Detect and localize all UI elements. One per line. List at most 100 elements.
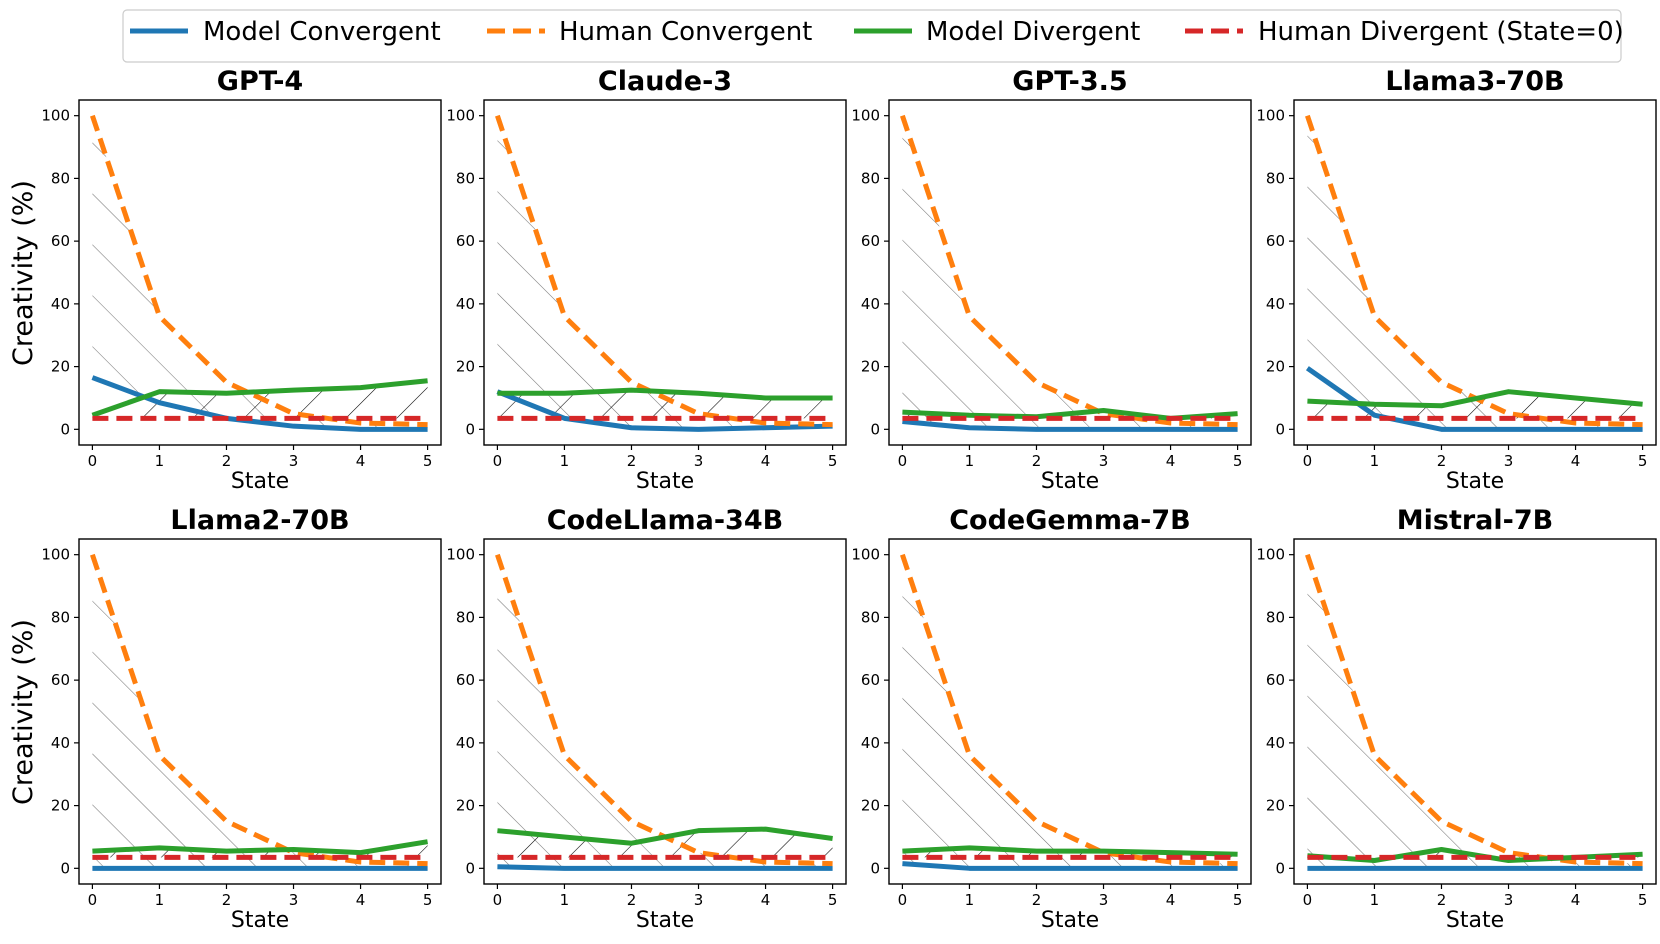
x-tick-label: 3	[289, 891, 299, 909]
series-line-model-divergent	[497, 387, 833, 401]
y-tick-label: 20	[51, 797, 70, 815]
y-tick-label: 80	[861, 169, 880, 187]
series-line-human-convergent	[900, 114, 1238, 428]
series-line-model-convergent	[902, 418, 1238, 432]
y-tick-label: 80	[456, 608, 475, 626]
panel-frame	[483, 99, 847, 446]
panel-frame	[78, 99, 442, 446]
series-line-model-divergent	[497, 826, 833, 846]
x-tick-label: 5	[1233, 452, 1243, 470]
panel-mistral-7b: 0 20 40 60 80 100 0 1 2 3 4 5 State Mistral-7B	[1256, 505, 1657, 933]
y-tick-label: 40	[1266, 295, 1285, 313]
y-tick-label: 40	[1266, 734, 1285, 752]
x-tick-label: 5	[828, 891, 838, 909]
panel-claude-3: 0 20 40 60 80 100 0 1 2 3 4 5 State Claude-3	[446, 66, 847, 494]
series-line-human-convergent	[495, 114, 833, 428]
panel-title: GPT-4	[217, 66, 303, 97]
panel-codegemma-7b: 0 20 40 60 80 100 0 1 2 3 4 5 State CodeGemma-7B	[851, 505, 1252, 933]
y-tick-label: 40	[861, 295, 880, 313]
panel-title: Mistral-7B	[1397, 505, 1553, 536]
series-line-human-convergent	[1305, 553, 1643, 867]
x-tick-label: 5	[1233, 891, 1243, 909]
x-tick-label: 0	[493, 891, 503, 909]
panel-title: CodeLlama-34B	[547, 505, 783, 536]
hatch-convergent-gap	[1307, 554, 1643, 869]
panel-codellama-34b: 0 20 40 60 80 100 0 1 2 3 4 5 State CodeLlama-34B	[446, 505, 847, 933]
y-tick-label: 80	[1266, 169, 1285, 187]
y-tick-label: 0	[1275, 420, 1285, 438]
x-axis-label: State	[1446, 908, 1504, 933]
y-tick-label: 100	[41, 546, 70, 564]
series-line-human-convergent	[90, 114, 428, 428]
x-tick-label: 5	[423, 891, 433, 909]
hatch-divergent-gap	[497, 829, 833, 858]
panel-title: CodeGemma-7B	[949, 505, 1191, 536]
series-line-model-divergent	[1307, 389, 1643, 409]
x-tick-label: 3	[1504, 452, 1514, 470]
panel-frame	[78, 538, 442, 885]
panel-frame	[483, 538, 847, 885]
x-tick-label: 2	[1032, 452, 1042, 470]
panel-frame	[888, 99, 1252, 446]
y-tick-label: 100	[851, 107, 880, 125]
y-tick-label: 60	[51, 671, 70, 689]
panel-title: GPT-3.5	[1012, 66, 1127, 97]
y-tick-label: 40	[861, 734, 880, 752]
y-tick-label: 80	[456, 169, 475, 187]
y-tick-label: 20	[861, 797, 880, 815]
panel-frame	[888, 538, 1252, 885]
y-tick-label: 20	[51, 358, 70, 376]
y-axis-label-bottom: Creativity (%)	[8, 619, 39, 805]
y-tick-label: 20	[861, 358, 880, 376]
x-tick-label: 1	[560, 452, 570, 470]
x-tick-label: 0	[88, 891, 98, 909]
y-tick-label: 0	[870, 859, 880, 877]
x-tick-label: 1	[1370, 891, 1380, 909]
legend-label-model-convergent: Model Convergent	[203, 17, 441, 47]
hatch-convergent-gap	[497, 115, 833, 430]
y-tick-label: 100	[1256, 107, 1285, 125]
series-line-model-convergent	[91, 375, 428, 432]
x-tick-label: 4	[1166, 891, 1176, 909]
panel-llama3-70b: 0 20 40 60 80 100 0 1 2 3 4 5 State Llama3-70B	[1256, 66, 1657, 494]
y-tick-label: 60	[51, 232, 70, 250]
x-tick-label: 4	[356, 452, 366, 470]
hatch-convergent-gap	[497, 554, 833, 869]
x-tick-label: 3	[1099, 452, 1109, 470]
y-tick-label: 100	[446, 546, 475, 564]
hatch-convergent-gap	[902, 115, 1238, 430]
y-tick-label: 20	[456, 797, 475, 815]
y-tick-label: 20	[456, 358, 475, 376]
x-tick-label: 2	[627, 452, 637, 470]
x-tick-label: 2	[627, 891, 637, 909]
x-tick-label: 4	[761, 452, 771, 470]
x-tick-label: 2	[222, 891, 232, 909]
x-axis-label: State	[1446, 469, 1504, 494]
x-tick-label: 4	[1166, 452, 1176, 470]
series-line-human-convergent	[900, 553, 1238, 867]
y-tick-label: 40	[51, 295, 70, 313]
panel-title: Llama3-70B	[1385, 66, 1564, 97]
x-tick-label: 1	[965, 452, 975, 470]
x-tick-label: 0	[493, 452, 503, 470]
series-line-model-convergent	[902, 861, 1238, 871]
x-tick-label: 3	[1504, 891, 1514, 909]
x-tick-label: 0	[1303, 891, 1313, 909]
series-line-model-divergent	[92, 839, 428, 856]
y-tick-label: 100	[1256, 546, 1285, 564]
y-tick-label: 100	[41, 107, 70, 125]
y-tick-label: 0	[60, 420, 70, 438]
y-tick-label: 20	[1266, 358, 1285, 376]
x-tick-label: 0	[898, 452, 908, 470]
x-tick-label: 1	[155, 891, 165, 909]
x-axis-label: State	[231, 908, 289, 933]
x-tick-label: 5	[828, 452, 838, 470]
x-axis-label: State	[1041, 469, 1099, 494]
series-line-model-convergent	[1305, 366, 1643, 432]
y-tick-label: 80	[51, 608, 70, 626]
y-tick-label: 60	[1266, 671, 1285, 689]
y-tick-label: 0	[870, 420, 880, 438]
y-tick-label: 80	[861, 608, 880, 626]
x-tick-label: 2	[1032, 891, 1042, 909]
